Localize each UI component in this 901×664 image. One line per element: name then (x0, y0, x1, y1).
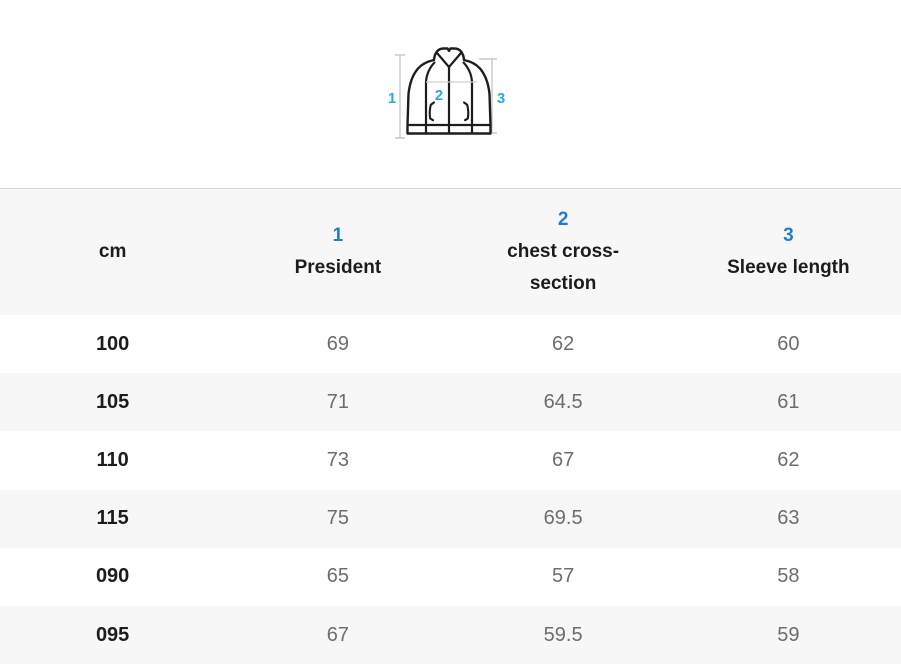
size-cell: 095 (95, 623, 130, 646)
table-row-100: 100 69 62 60 (0, 315, 901, 374)
value-cell: 57 (552, 565, 575, 588)
column-label: President (294, 257, 382, 278)
value-cell: 73 (326, 448, 349, 471)
table-row-110: 110 73 67 62 (0, 431, 901, 490)
column-label: chest cross-section (507, 241, 620, 294)
table-row-115: 115 75 69.5 63 (0, 489, 901, 548)
unit-header-cell: cm (98, 241, 127, 262)
column-header-sleeve: 3 Sleeve length (727, 220, 850, 284)
jacket-outline-icon (405, 47, 492, 135)
value-cell: 62 (552, 332, 575, 355)
value-cell: 62 (777, 448, 800, 471)
table-row-105: 105 71 64.5 61 (0, 373, 901, 432)
value-cell: 63 (777, 507, 800, 530)
column-header-president: 1 President (295, 220, 382, 284)
table-row-090: 090 65 57 58 (0, 547, 901, 606)
jacket-measurement-diagram: 1 2 3 (387, 47, 505, 139)
value-cell: 59.5 (543, 623, 583, 646)
jacket-seams (407, 61, 490, 134)
column-header-chest: 2 chest cross-section (486, 204, 641, 300)
value-cell: 58 (777, 565, 800, 588)
value-cell: 60 (777, 332, 800, 355)
column-number: 3 (783, 225, 794, 246)
size-cell: 115 (96, 507, 129, 530)
diagram-label-2: 2 (434, 87, 442, 104)
value-cell: 67 (326, 623, 349, 646)
jacket-collar-v (435, 52, 462, 69)
value-cell: 65 (326, 565, 349, 588)
value-cell: 61 (777, 390, 800, 413)
size-cell: 110 (96, 448, 129, 471)
size-cell: 105 (95, 390, 130, 413)
value-cell: 59 (777, 623, 800, 646)
diagram-area: 1 2 3 (0, 0, 901, 188)
measure-line-total-length (394, 54, 405, 139)
column-label: Sleeve length (727, 257, 850, 278)
diagram-label-3: 3 (496, 90, 504, 107)
value-cell: 69 (326, 332, 349, 355)
table-row-095: 095 67 59.5 59 (0, 605, 901, 664)
value-cell: 71 (326, 390, 349, 413)
column-number: 2 (557, 209, 569, 230)
size-table: cm 1 President 2 chest cross-section 3 S… (0, 188, 901, 664)
size-cell: 090 (95, 565, 130, 588)
diagram-label-1: 1 (387, 90, 395, 107)
value-cell: 75 (326, 507, 349, 530)
column-number: 1 (332, 225, 344, 246)
value-cell: 69.5 (543, 507, 583, 530)
value-cell: 67 (552, 448, 575, 471)
jacket-pockets (428, 101, 469, 122)
size-cell: 100 (95, 332, 130, 355)
table-header-row: cm 1 President 2 chest cross-section 3 S… (0, 189, 901, 315)
value-cell: 64.5 (543, 390, 583, 413)
